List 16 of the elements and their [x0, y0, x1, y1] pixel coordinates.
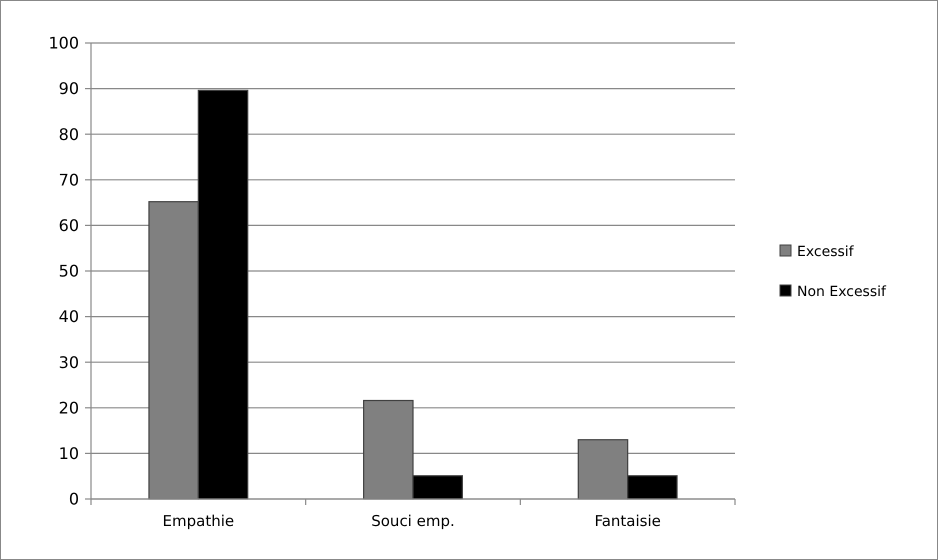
- x-tick-label: Souci emp.: [371, 512, 455, 530]
- y-tick-label: 70: [58, 170, 79, 190]
- x-tick-label: Empathie: [162, 512, 234, 530]
- y-tick-label: 30: [58, 352, 79, 372]
- y-tick-label: 60: [58, 216, 79, 235]
- legend-label: Non Excessif: [797, 284, 888, 300]
- y-tick-label: 20: [58, 398, 79, 418]
- y-tick-label: 90: [58, 79, 79, 98]
- y-tick-label: 40: [58, 307, 79, 326]
- y-tick-label: 0: [68, 490, 79, 509]
- y-tick-label: 50: [58, 262, 79, 281]
- legend-label: Excessif: [797, 244, 855, 260]
- x-tick-label: Fantaisie: [594, 512, 661, 530]
- y-tick-label: 80: [58, 124, 79, 144]
- y-tick-label: 10: [58, 444, 79, 463]
- y-tick-label: 100: [48, 34, 79, 53]
